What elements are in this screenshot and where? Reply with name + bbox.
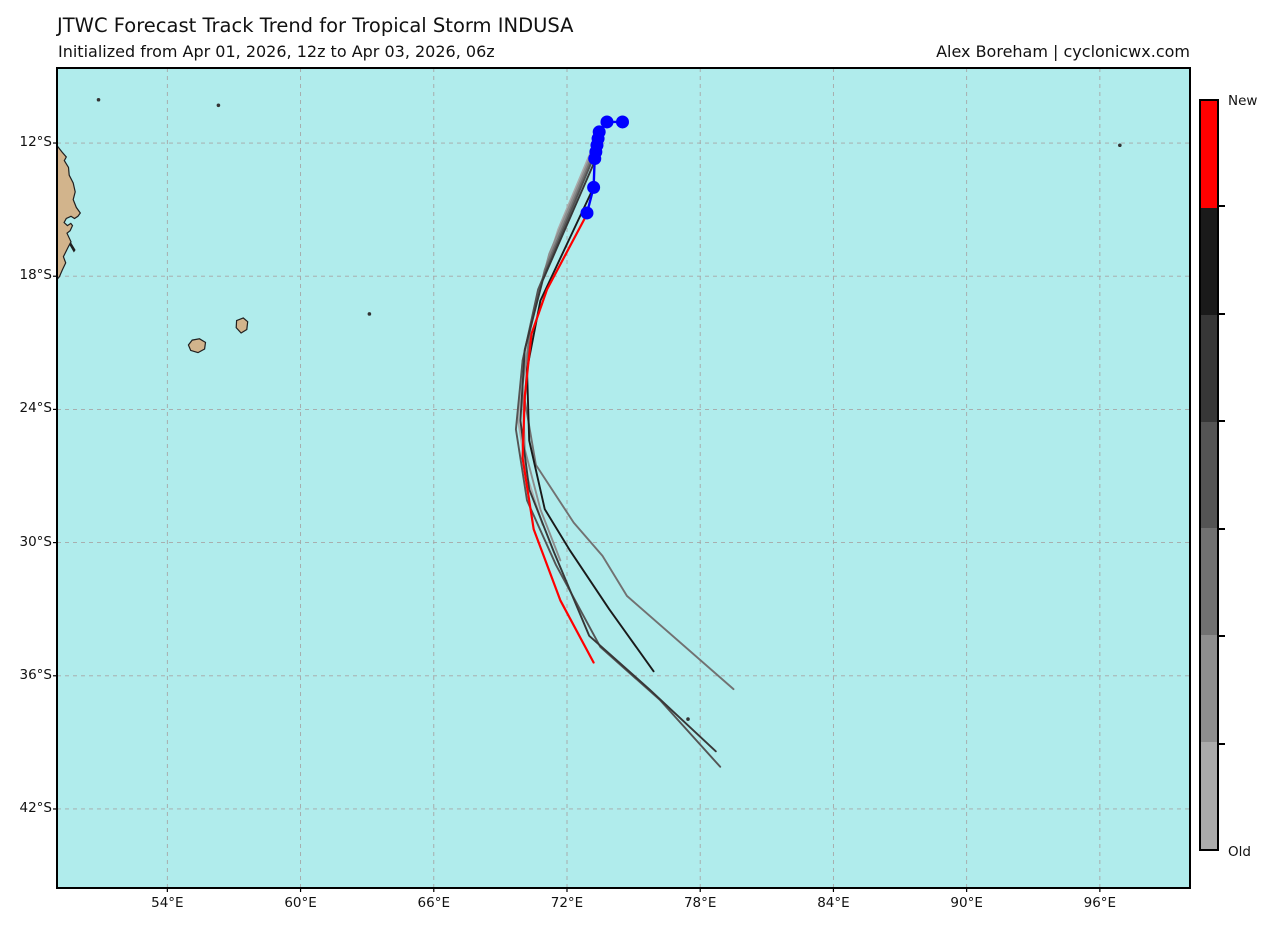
observed-position-dot bbox=[616, 115, 630, 129]
colorbar-segment-5 bbox=[1201, 528, 1217, 636]
colorbar-segment-1 bbox=[1201, 101, 1217, 208]
map-canvas bbox=[53, 67, 1191, 892]
colorbar-segment-2 bbox=[1201, 207, 1217, 315]
track-age-colorbar bbox=[1199, 99, 1219, 851]
mauritius-island bbox=[235, 317, 249, 334]
observed-position-dot bbox=[587, 180, 601, 194]
agalega-speck bbox=[216, 103, 221, 108]
forecast-track-run-5 bbox=[519, 157, 717, 753]
x-tick-label: 66°E bbox=[417, 895, 450, 911]
forecast-track-run-6 bbox=[526, 186, 655, 673]
page-title: JTWC Forecast Track Trend for Tropical S… bbox=[57, 14, 574, 37]
forecast-track-run-4 bbox=[514, 150, 722, 768]
y-tick-label: 24°S bbox=[19, 400, 53, 417]
map-content bbox=[57, 68, 1190, 888]
amsterdam-speck bbox=[686, 717, 690, 721]
x-tick-label: 72°E bbox=[550, 895, 584, 911]
y-tick-label: 18°S bbox=[19, 267, 53, 284]
observed-position-dot bbox=[588, 152, 602, 166]
x-tick-label: 84°E bbox=[817, 895, 850, 911]
x-tick-label: 90°E bbox=[950, 895, 983, 911]
colorbar-segment-7 bbox=[1201, 742, 1217, 850]
colorbar-new-label: New bbox=[1228, 93, 1258, 109]
y-tick-label: 42°S bbox=[19, 799, 53, 816]
observed-position-dot bbox=[600, 115, 614, 129]
subtitle: Initialized from Apr 01, 2026, 12z to Ap… bbox=[58, 42, 495, 61]
colorbar-segment-3 bbox=[1201, 314, 1217, 422]
colorbar-boundary-tick bbox=[1219, 635, 1225, 638]
y-tick-label: 30°S bbox=[19, 533, 53, 550]
colorbar-boundary-tick bbox=[1219, 205, 1225, 208]
observed-position-dot bbox=[580, 206, 594, 220]
forecast-track-run-7-newest bbox=[521, 213, 595, 664]
rodrigues-speck bbox=[367, 312, 372, 316]
colorbar-boundary-tick bbox=[1219, 312, 1225, 315]
x-tick-label: 78°E bbox=[683, 895, 717, 911]
attribution: Alex Boreham | cyclonicwx.com bbox=[936, 42, 1190, 61]
map-plot-area bbox=[53, 67, 1191, 892]
glorioso-speck bbox=[96, 97, 101, 102]
colorbar-boundary-tick bbox=[1219, 742, 1225, 745]
colorbar-boundary-tick bbox=[1219, 527, 1225, 530]
madagascar-northeast-coast bbox=[57, 145, 82, 281]
y-tick-label: 12°S bbox=[19, 134, 53, 151]
colorbar-boundary-tick bbox=[1219, 420, 1225, 423]
sainte-marie-islet bbox=[69, 242, 76, 253]
colorbar-segment-4 bbox=[1201, 421, 1217, 529]
reunion-island bbox=[187, 338, 207, 354]
forecast-track-run-3 bbox=[523, 144, 735, 691]
x-tick-label: 54°E bbox=[151, 895, 184, 911]
colorbar-segment-6 bbox=[1201, 635, 1217, 743]
colorbar-old-label: Old bbox=[1228, 844, 1251, 860]
x-tick-label: 96°E bbox=[1083, 895, 1117, 911]
y-tick-label: 36°S bbox=[19, 666, 53, 683]
axes-frame bbox=[56, 67, 1191, 889]
x-tick-label: 60°E bbox=[284, 895, 317, 911]
cocos-speck bbox=[1118, 143, 1122, 148]
